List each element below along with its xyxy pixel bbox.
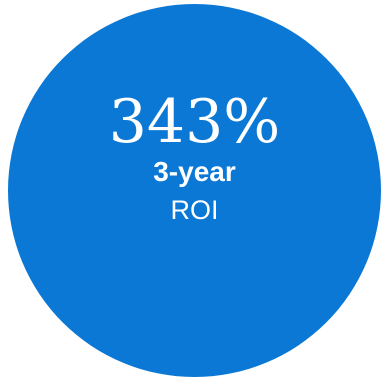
roi-metric-label: ROI [170,195,219,225]
roi-stat-circle: 343% 3-year ROI [8,4,381,377]
roi-period-label: 3-year [153,156,236,187]
roi-percentage: 343% [108,87,281,157]
